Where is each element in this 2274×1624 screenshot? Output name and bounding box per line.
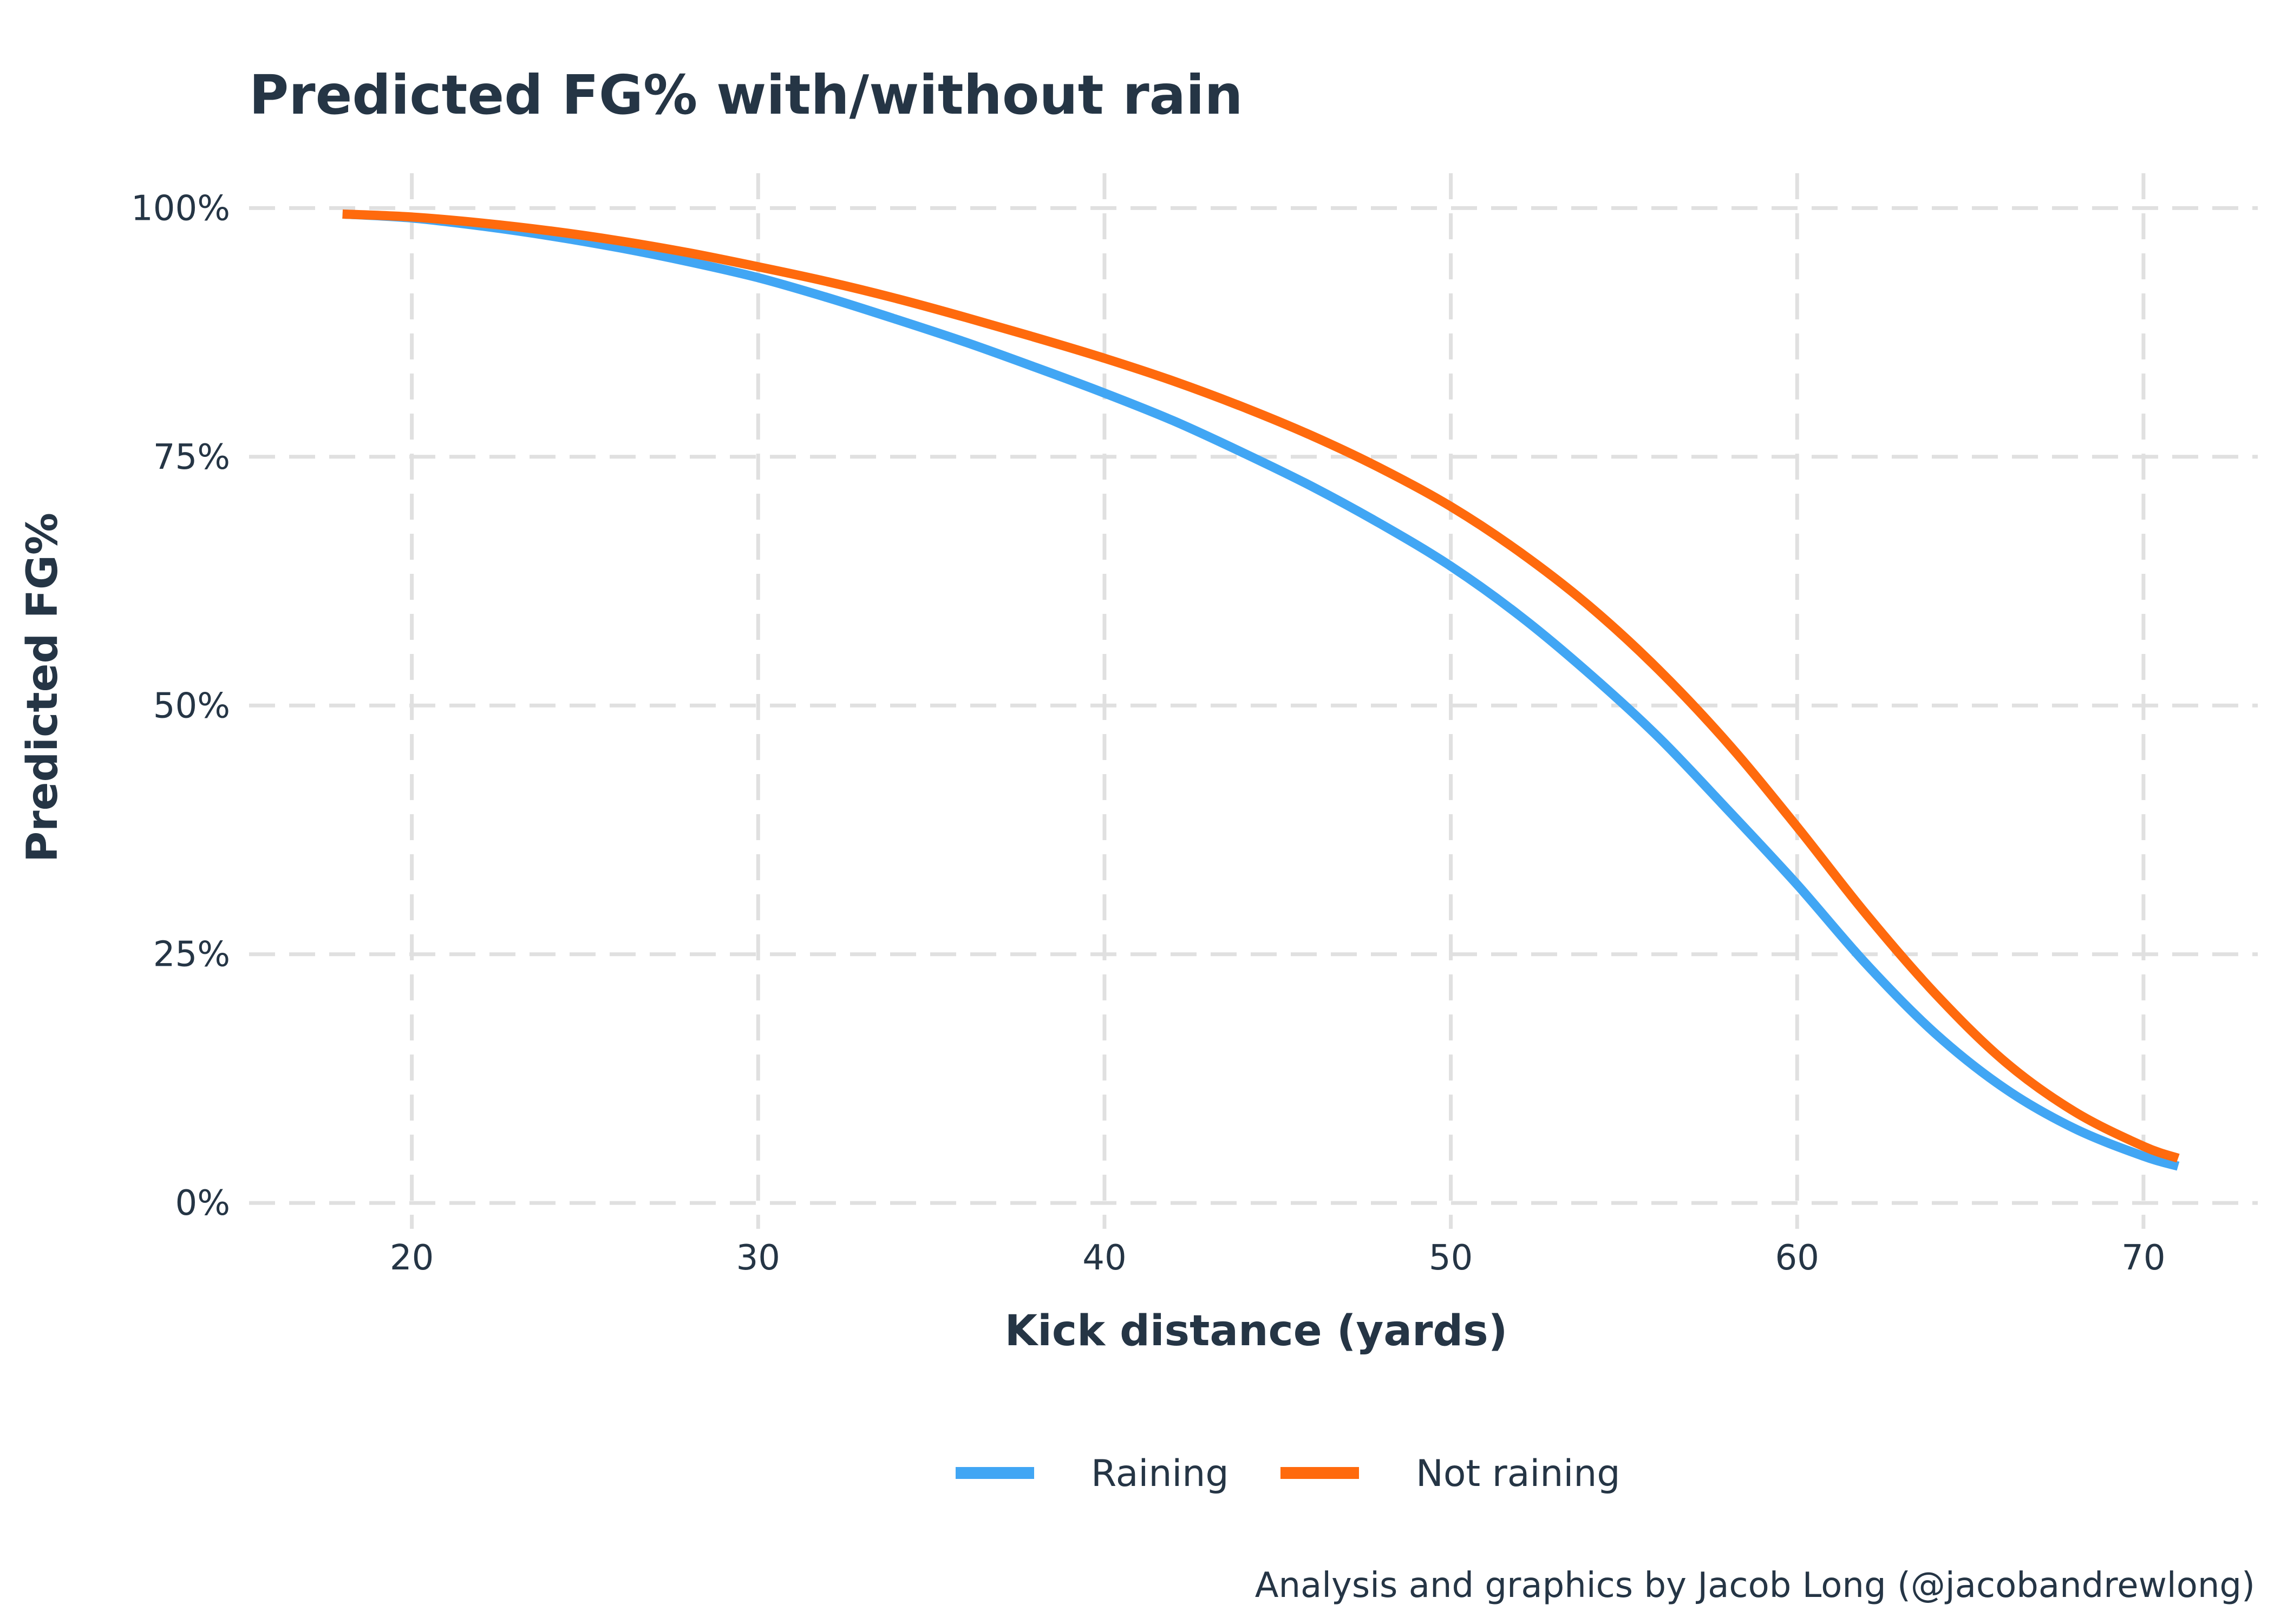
series-line-not-raining — [342, 209, 2180, 1163]
chart-title: Predicted FG% with/without rain — [249, 63, 1243, 127]
legend-label-not-raining: Not raining — [1416, 1452, 1620, 1495]
x-tick-label-40: 40 — [1082, 1238, 1126, 1278]
y-tick-label-3: 75% — [153, 437, 230, 477]
legend-label-raining: Raining — [1091, 1452, 1229, 1495]
legend: Raining Not raining — [956, 1452, 1620, 1495]
series-line-raining — [342, 209, 2180, 1171]
caption: Analysis and graphics by Jacob Long (@ja… — [1255, 1566, 2255, 1606]
series-layer — [342, 209, 2180, 1171]
x-tick-label-70: 70 — [2121, 1238, 2165, 1278]
y-axis-label: Predicted FG% — [18, 513, 67, 862]
y-tick-label-4: 100% — [131, 188, 230, 228]
grid-layer — [249, 173, 2258, 1229]
x-tick-label-30: 30 — [736, 1238, 780, 1278]
tick-layer: 20 30 40 50 60 70 0% 25% 50% 75% 100% — [131, 188, 2166, 1278]
x-tick-label-20: 20 — [390, 1238, 434, 1278]
y-tick-label-1: 25% — [153, 935, 230, 975]
x-axis-label: Kick distance (yards) — [1005, 1307, 1508, 1355]
y-tick-label-0: 0% — [175, 1183, 230, 1223]
y-tick-label-2: 50% — [153, 686, 230, 726]
x-tick-label-50: 50 — [1429, 1238, 1473, 1278]
x-tick-label-60: 60 — [1775, 1238, 1819, 1278]
